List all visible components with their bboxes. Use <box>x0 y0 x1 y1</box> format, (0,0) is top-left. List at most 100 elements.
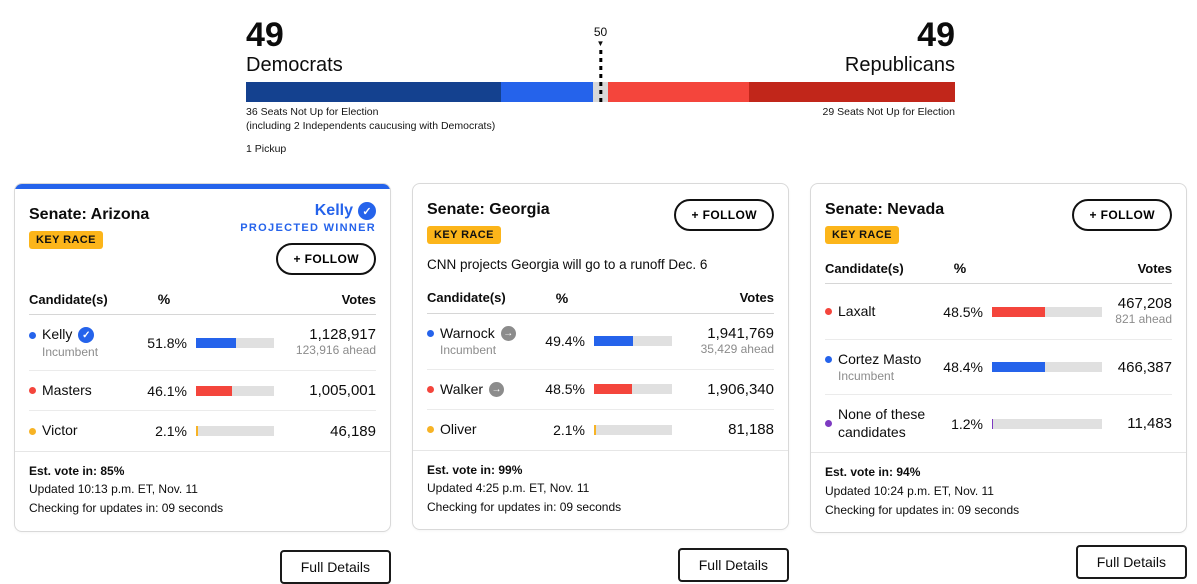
result-bar-fill <box>594 384 632 395</box>
key-race-badge: KEY RACE <box>825 226 899 245</box>
col-pct-label: % <box>157 291 171 308</box>
party-dot <box>427 330 434 338</box>
candidate-votes: 1,005,001 <box>309 382 376 400</box>
candidate-pct: 2.1% <box>553 421 585 438</box>
race-card-nevada: Senate: Nevada KEY RACE + FOLLOW Candida… <box>810 183 1187 580</box>
democrats-headline: 49 Democrats <box>246 16 343 80</box>
result-bar-fill <box>992 306 1046 317</box>
runoff-arrow-icon: → <box>489 381 505 397</box>
race-card-georgia: Senate: Georgia KEY RACE + FOLLOW CNN pr… <box>412 183 789 583</box>
col-candidates-label: Candidate(s) <box>29 291 108 307</box>
candidate-row: Victor 2.1% 46,189 <box>29 410 376 451</box>
republicans-headline: 49 Republicans <box>844 16 955 80</box>
result-bar-track <box>594 384 672 395</box>
result-bar-track <box>196 385 274 396</box>
candidate-name: Cortez Masto <box>838 350 922 367</box>
nevada-card: Senate: Nevada KEY RACE + FOLLOW Candida… <box>810 183 1187 534</box>
follow-button[interactable]: + FOLLOW <box>1072 199 1172 232</box>
candidate-pct: 48.5% <box>545 381 585 398</box>
segment-dem-won <box>501 81 587 102</box>
col-votes-label: Votes <box>341 291 376 307</box>
candidate-pct: 1.2% <box>951 415 983 432</box>
projected-winner: Kelly ✓ <box>315 202 376 221</box>
pickup-text: 1 Pickup <box>246 143 287 156</box>
votes-ahead: 123,916 ahead <box>295 343 376 358</box>
col-pct-label: % <box>953 260 967 277</box>
candidate-name: Masters <box>42 381 92 398</box>
party-dot <box>29 331 36 339</box>
nevada-head-left: Senate: Nevada KEY RACE <box>825 197 945 245</box>
votes-ahead: 821 ahead <box>1115 312 1172 327</box>
full-details-button[interactable]: Full Details <box>677 548 789 583</box>
georgia-head-right: + FOLLOW <box>674 197 774 232</box>
candidate-votes: 46,189 <box>330 422 376 440</box>
candidate-name: Warnock <box>440 324 495 341</box>
majority-marker: 50 ▼ <box>594 25 607 102</box>
result-bar-track <box>992 306 1102 317</box>
candidate-pct: 49.4% <box>545 333 585 350</box>
updated-timestamp: Updated 4:25 p.m. ET, Nov. 11 <box>427 481 590 496</box>
republicans-seat-count: 49 <box>917 16 955 54</box>
est-vote-in: Est. vote in: 99% <box>427 462 523 477</box>
result-bar-fill <box>992 362 1046 373</box>
update-countdown: Checking for updates in: 09 seconds <box>427 499 622 514</box>
georgia-head-left: Senate: Georgia KEY RACE <box>427 197 550 245</box>
segment-dem-not-up <box>246 81 502 102</box>
result-bar-fill <box>594 424 596 435</box>
candidate-votes: 11,483 <box>1127 415 1172 433</box>
candidate-votes: 1,128,917 <box>309 326 376 344</box>
party-dot <box>825 356 832 364</box>
est-vote-in: Est. vote in: 85% <box>29 463 125 478</box>
updated-timestamp: Updated 10:24 p.m. ET, Nov. 11 <box>825 484 994 499</box>
candidate-pct: 46.1% <box>147 382 187 399</box>
col-pct-label: % <box>555 289 569 306</box>
race-card-arizona: Senate: Arizona KEY RACE Kelly ✓ PROJECT… <box>14 183 391 584</box>
col-votes-label: Votes <box>739 290 774 306</box>
balance-of-power-bar: 50 ▼ <box>246 25 955 102</box>
full-details-button[interactable]: Full Details <box>279 549 391 584</box>
runoff-projection-note: CNN projects Georgia will go to a runoff… <box>427 257 708 273</box>
candidate-row: Kelly ✓ Incumbent 51.8% 1,128,917 123,91… <box>29 315 376 370</box>
col-candidates-label: Candidate(s) <box>825 260 904 276</box>
rep-not-up-text: 29 Seats Not Up for Election <box>822 105 956 118</box>
democrats-label: Democrats <box>246 53 343 76</box>
card-footer: Est. vote in: 99% Updated 4:25 p.m. ET, … <box>413 449 788 530</box>
candidate-pct: 48.4% <box>943 359 983 376</box>
balance-of-power: 49 Democrats 49 Republicans 50 ▼ 36 Seat… <box>246 16 956 157</box>
key-race-badge: KEY RACE <box>29 231 103 250</box>
arizona-card: Senate: Arizona KEY RACE Kelly ✓ PROJECT… <box>14 183 391 532</box>
segment-dem-leading <box>586 81 594 102</box>
race-title: Senate: Georgia <box>427 201 550 219</box>
party-dot <box>427 385 434 393</box>
majority-marker-label: 50 <box>593 24 608 39</box>
full-details-button[interactable]: Full Details <box>1075 545 1187 580</box>
marker-triangle-icon: ▼ <box>596 38 605 48</box>
follow-button[interactable]: + FOLLOW <box>276 243 376 276</box>
democrats-seat-count: 49 <box>246 16 284 54</box>
result-bar-track <box>594 336 672 347</box>
candidate-votes: 467,208 <box>1117 295 1172 313</box>
projected-winner-label: PROJECTED WINNER <box>240 222 376 235</box>
incumbent-label: Incumbent <box>440 343 497 358</box>
result-bar-track <box>992 362 1102 373</box>
runoff-arrow-icon: → <box>500 326 516 342</box>
republicans-label: Republicans <box>844 53 955 76</box>
candidate-pct: 48.5% <box>943 303 983 320</box>
result-bar-fill <box>594 336 633 347</box>
dem-not-up-text: 36 Seats Not Up for Election <box>246 105 379 118</box>
result-bar-track <box>992 418 1102 429</box>
candidate-pct: 2.1% <box>155 423 187 440</box>
candidate-name: Laxalt <box>838 302 876 319</box>
dem-independents-note: (including 2 Independents caucusing with… <box>246 119 496 132</box>
republicans-footnote: 29 Seats Not Up for Election <box>823 105 956 157</box>
card-footer: Est. vote in: 94% Updated 10:24 p.m. ET,… <box>811 452 1186 532</box>
card-footer: Est. vote in: 85% Updated 10:13 p.m. ET,… <box>15 450 390 531</box>
col-votes-label: Votes <box>1137 260 1172 276</box>
follow-button[interactable]: + FOLLOW <box>674 199 774 232</box>
candidate-row: Oliver 2.1% 81,188 <box>427 409 774 450</box>
candidate-row: Masters 46.1% 1,005,001 <box>29 369 376 411</box>
race-title: Senate: Nevada <box>825 201 945 219</box>
arizona-head-left: Senate: Arizona KEY RACE <box>29 202 149 250</box>
updated-timestamp: Updated 10:13 p.m. ET, Nov. 11 <box>29 482 198 497</box>
arizona-winner-accent-bar <box>15 184 390 190</box>
